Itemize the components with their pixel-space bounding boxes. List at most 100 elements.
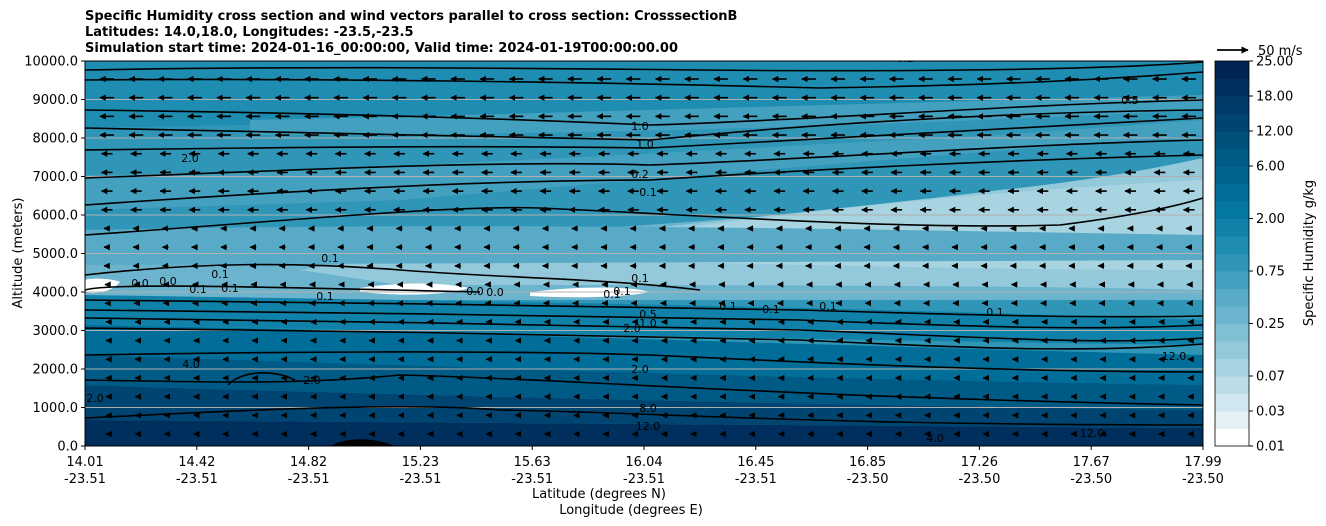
colorbar-ticks: 0.01 0.03 0.07 0.25 0.75 2.00 6.00 12.00 18.00 25… (1249, 55, 1293, 455)
contour-label: 0.1 (1103, 50, 1121, 63)
contour-label: 0.0 (466, 285, 484, 298)
y-tick-label: 2000.0 (33, 363, 79, 378)
colorbar-swatch (1215, 253, 1249, 272)
colorbar: 0.01 0.03 0.07 0.25 0.75 2.00 6.00 12.00 18.00 25… (1214, 55, 1317, 455)
y-axis: 0.0 1000.0 2000.0 3000.0 4000.0 5000.0 6000.0 7… (24, 55, 85, 455)
x-tick-label-lat: 17.26 (961, 455, 998, 470)
colorbar-swatch (1215, 96, 1249, 114)
contour-label: 0.0 (159, 275, 177, 288)
colorbar-swatch (1215, 131, 1249, 149)
contour-label: 0.5 (639, 308, 657, 321)
contour-line (85, 99, 1203, 126)
contour-label: 0.1 (631, 272, 649, 285)
contour-label: 0.5 (1121, 94, 1139, 107)
colorbar-swatch (1215, 218, 1249, 237)
chart-title: Specific Humidity cross section and wind… (85, 9, 737, 57)
x-tick-label-lon: -23.50 (958, 472, 1000, 487)
x-tick-label-lat: 17.99 (1184, 455, 1221, 470)
colorbar-swatch (1215, 341, 1249, 359)
contour-label: 4.0 (182, 358, 200, 371)
x-tick-label-lon: -23.51 (288, 472, 330, 487)
x-tick-label-lat: 16.45 (737, 455, 774, 470)
y-tick-label: 1000.0 (33, 401, 79, 416)
x-tick-label-lat: 16.85 (849, 455, 886, 470)
colorbar-swatch (1215, 166, 1249, 184)
fill-band (250, 95, 1203, 135)
x-tick-label-lat: 17.67 (1073, 455, 1110, 470)
y-tick-label: 4000.0 (33, 286, 79, 301)
contour-label: 1.0 (631, 120, 649, 133)
colorbar-swatch (1215, 78, 1249, 97)
contour-label: 0.2 (631, 168, 649, 181)
x-axis: 14.01 -23.51 14.42 -23.51 14.82 -23.51 15.23 -2… (64, 446, 1224, 487)
contour-label: 12.0 (1162, 350, 1187, 363)
colorbar-tick-label: 6.00 (1256, 160, 1285, 175)
contour-line (85, 351, 1203, 373)
contour-label: 0.1 (211, 268, 229, 281)
contour-label: 0.1 (819, 300, 837, 313)
wind-vectors (99, 75, 1196, 438)
colorbar-tick-label: 0.25 (1256, 317, 1285, 332)
contour-line (85, 374, 1203, 406)
contour-line (85, 61, 1203, 72)
colorbar-tick-label: 2.00 (1256, 212, 1285, 227)
colorbar-swatch (1215, 393, 1249, 412)
fill-band (330, 439, 395, 446)
contour-label: 1.0 (639, 317, 657, 330)
x-tick-label-lon: -23.51 (176, 472, 218, 487)
contour-label: 2.0 (86, 392, 104, 405)
contour-label: 0.0 (486, 286, 504, 299)
fill-band (85, 385, 1203, 428)
contour-label: 0.2 (896, 52, 914, 65)
title-line-3: Simulation start time: 2024-01-16_00:00:… (85, 41, 678, 56)
contour-line (85, 405, 1203, 426)
contour-label: 0.1 (316, 290, 334, 303)
quiver-key-label: 50 m/s (1258, 44, 1303, 59)
title-line-1: Specific Humidity cross section and wind… (85, 9, 738, 24)
x-tick-label-lon: -23.51 (64, 472, 106, 487)
x-tick-label-lon: -23.51 (399, 472, 441, 487)
contour-line (85, 139, 1203, 179)
y-tick-label: 10000.0 (24, 55, 78, 70)
colorbar-swatch (1215, 428, 1249, 447)
fill-band (85, 278, 120, 293)
colorbar-swatch (1215, 376, 1249, 394)
x-tick-label-lat: 15.63 (514, 455, 551, 470)
x-tick-label-lon: -23.50 (1182, 472, 1224, 487)
contour-label: 0.1 (762, 303, 780, 316)
fill-band (85, 295, 1203, 345)
y-tick-label: 6000.0 (33, 209, 79, 224)
plot-area: 0.2 0.11.01.02.00.20.10.10.50.10.0 0.00.1 0… (84, 50, 1204, 447)
contour-label: 0.1 (321, 252, 339, 265)
colorbar-tick-label: 25.00 (1256, 55, 1293, 70)
quiver-key: 50 m/s (1217, 44, 1303, 59)
colorbar-label: Specific Humidity g/kg (1302, 180, 1317, 326)
contour-label: 0.1 (603, 288, 621, 301)
contour-line (85, 117, 1203, 151)
contour-label: 2.0 (303, 374, 321, 387)
contour-label: 2.0 (631, 363, 649, 376)
colorbar-tick-label: 0.75 (1256, 265, 1285, 280)
colorbar-swatch (1215, 236, 1249, 254)
x-tick-label-lat: 14.82 (290, 455, 327, 470)
y-axis-label: Altitude (meters) (11, 198, 26, 309)
x-tick-label-lon: -23.51 (735, 472, 777, 487)
fill-band (85, 226, 1203, 265)
contour-label: 0.0 (131, 277, 149, 290)
title-line-2: Latitudes: 14.0,18.0, Longitudes: -23.5,… (85, 25, 414, 40)
y-tick-label: 9000.0 (33, 93, 79, 108)
contour-label: 0.1 (639, 186, 657, 199)
contour-label: 12.0 (636, 420, 661, 433)
contour-label: 4.0 (926, 432, 944, 445)
colorbar-swatch (1215, 271, 1249, 289)
contour-label: 2.0 (623, 322, 641, 335)
contour-line (85, 197, 1203, 236)
x-tick-label-lat: 14.01 (66, 455, 103, 470)
y-tick-label: 3000.0 (33, 324, 79, 339)
contour-label: 0.1 (719, 300, 737, 313)
contour-line (85, 154, 1203, 206)
colorbar-swatch (1215, 288, 1249, 307)
x-tick-label-lon: -23.50 (847, 472, 889, 487)
x-tick-label-lat: 15.23 (402, 455, 439, 470)
